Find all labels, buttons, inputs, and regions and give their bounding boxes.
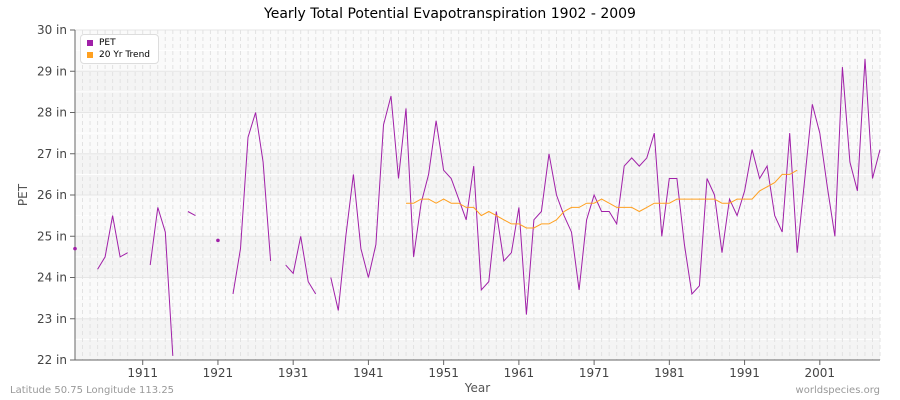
legend-item-pet: PET — [87, 37, 150, 49]
pet-line — [285, 236, 317, 295]
x-tick-label: 1951 — [428, 366, 459, 380]
pet-point — [73, 246, 77, 251]
x-axis-label: Year — [464, 381, 490, 395]
legend-swatch-trend — [87, 52, 93, 58]
y-tick-label: 23 in — [37, 312, 67, 326]
y-tick-label: 26 in — [37, 188, 67, 202]
y-tick-label: 24 in — [37, 271, 67, 285]
x-tick-label: 1941 — [353, 366, 384, 380]
y-axis-label: PET — [16, 183, 30, 206]
location-caption: Latitude 50.75 Longitude 113.25 — [10, 385, 175, 396]
y-tick-label: 29 in — [37, 64, 67, 78]
x-tick-label: 1981 — [654, 366, 685, 380]
y-tick-label: 30 in — [37, 23, 67, 37]
y-tick-label: 22 in — [37, 353, 67, 367]
pet-line — [149, 207, 174, 356]
x-tick-label: 1971 — [579, 366, 610, 380]
y-tick-label: 28 in — [37, 106, 67, 120]
trend-line — [406, 169, 798, 229]
legend-swatch-pet — [87, 40, 93, 46]
x-tick-label: 2001 — [805, 366, 836, 380]
y-tick-label: 27 in — [37, 147, 67, 161]
pet-line — [232, 112, 272, 295]
source-credit: worldspecies.org — [795, 385, 880, 396]
pet-point — [216, 238, 220, 243]
x-tick-label: 1921 — [203, 366, 234, 380]
x-tick-label: 1961 — [504, 366, 535, 380]
legend-label: PET — [99, 38, 116, 48]
x-tick-label: 1991 — [729, 366, 760, 380]
x-tick-label: 1931 — [278, 366, 309, 380]
legend-item-trend: 20 Yr Trend — [87, 49, 150, 61]
y-tick-label: 25 in — [37, 229, 67, 243]
legend-label: 20 Yr Trend — [99, 50, 151, 60]
chart-title: Yearly Total Potential Evapotranspiratio… — [264, 6, 636, 22]
legend: PET 20 Yr Trend — [80, 34, 160, 64]
x-tick-label: 1911 — [127, 366, 158, 380]
pet-line — [330, 58, 881, 315]
pet-line — [187, 211, 196, 217]
pet-line — [97, 215, 128, 270]
